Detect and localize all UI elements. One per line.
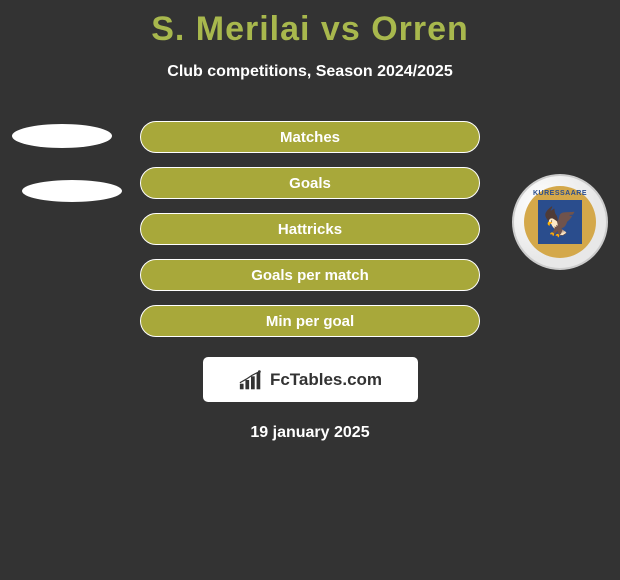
page-title: S. Merilai vs Orren (0, 0, 620, 49)
stat-label: Goals per match (140, 259, 480, 291)
club-badge: KURESSAARE 🦅 (512, 174, 608, 270)
stat-label: Hattricks (140, 213, 480, 245)
logo-text: FcTables.com (270, 370, 382, 390)
eagle-icon: 🦅 (543, 206, 578, 239)
left-photo-placeholder-1 (12, 124, 112, 148)
date-text: 19 january 2025 (0, 424, 620, 442)
stat-row-min-per-goal: Min per goal (0, 305, 620, 337)
club-badge-text: KURESSAARE (533, 190, 587, 197)
club-badge-inner: KURESSAARE 🦅 (524, 186, 596, 258)
left-photo-placeholder-2 (22, 180, 122, 202)
stat-label: Goals (140, 167, 480, 199)
club-badge-crest: 🦅 (538, 200, 582, 244)
fctables-logo[interactable]: FcTables.com (203, 357, 418, 402)
stat-row-goals-per-match: Goals per match (0, 259, 620, 291)
stat-label: Matches (140, 121, 480, 153)
page-subtitle: Club competitions, Season 2024/2025 (0, 63, 620, 81)
bar-chart-icon (238, 370, 264, 390)
stat-label: Min per goal (140, 305, 480, 337)
